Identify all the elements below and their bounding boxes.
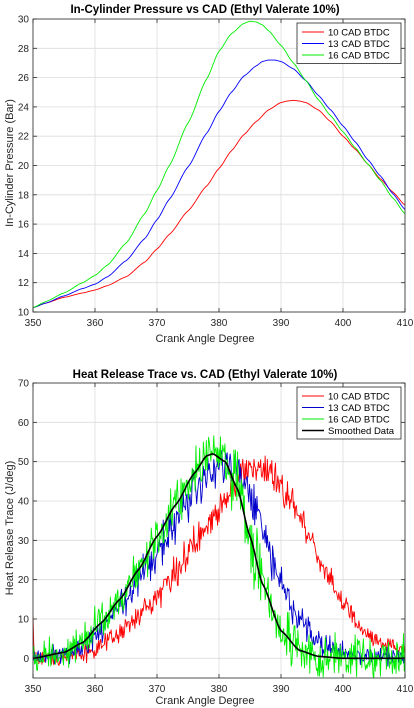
heat-release-legend-label: 10 CAD BTDC [328,391,390,402]
pressure-x-tick-label: 350 [25,318,42,329]
pressure-legend-label: 13 CAD BTDC [328,39,390,50]
pressure-legend-label: 16 CAD BTDC [328,50,390,61]
heat-release-x-tick-label: 360 [87,684,104,695]
pressure-x-tick-label: 400 [335,318,352,329]
pressure-legend-label: 10 CAD BTDC [328,27,390,38]
pressure-chart-xlabel: Crank Angle Degree [155,333,254,345]
heat-release-series-line [33,455,405,666]
pressure-y-tick-label: 30 [18,15,30,26]
heat-release-chart-xlabel: Crank Angle Degree [155,695,254,707]
pressure-y-tick-label: 12 [18,278,30,289]
heat-release-chart-title: Heat Release Trace vs. CAD (Ethyl Valera… [73,369,338,381]
pressure-y-tick-label: 10 [18,308,30,319]
pressure-series-line [33,99,405,309]
pressure-x-tick-label: 380 [211,318,228,329]
heat-release-y-tick-label: 0 [23,654,29,665]
heat-release-chart: Heat Release Trace vs. CAD (Ethyl Valera… [4,369,414,707]
pressure-series-line [33,59,405,309]
pressure-y-tick-label: 20 [18,161,30,172]
heat-release-x-tick-label: 370 [149,684,166,695]
pressure-series-line [33,20,405,309]
pressure-y-tick-label: 26 [18,73,30,84]
pressure-chart-title: In-Cylinder Pressure vs CAD (Ethyl Valer… [70,4,339,16]
heat-release-x-tick-label: 400 [335,684,352,695]
heat-release-y-tick-label: 70 [18,379,30,390]
pressure-chart: In-Cylinder Pressure vs CAD (Ethyl Valer… [4,4,414,345]
heat-release-legend-label: 13 CAD BTDC [328,403,390,414]
heat-release-chart-ylabel: Heat Release Trace (J/deg) [4,461,16,596]
pressure-x-tick-label: 410 [397,318,414,329]
pressure-y-tick-label: 16 [18,220,30,231]
heat-release-series-line [33,448,405,667]
heat-release-x-tick-label: 350 [25,684,42,695]
heat-release-y-tick-label: 30 [18,536,30,547]
heat-release-x-tick-label: 390 [273,684,290,695]
heat-release-y-tick-label: 40 [18,497,30,508]
pressure-x-tick-label: 360 [87,318,104,329]
heat-release-series-line [33,453,405,660]
heat-release-legend-label: 16 CAD BTDC [328,414,390,425]
heat-release-series-line [33,435,405,678]
pressure-y-tick-label: 18 [18,190,30,201]
pressure-y-tick-label: 22 [18,132,30,143]
pressure-y-tick-label: 24 [18,102,30,113]
heat-release-x-tick-label: 410 [397,684,414,695]
pressure-x-tick-label: 390 [273,318,290,329]
pressure-y-tick-label: 28 [18,44,30,55]
heat-release-y-tick-label: 10 [18,615,30,626]
heat-release-y-tick-label: 20 [18,575,30,586]
pressure-x-tick-label: 370 [149,318,166,329]
heat-release-y-tick-label: 50 [18,457,30,468]
pressure-chart-ylabel: In-Cylinder Pressure (Bar) [4,99,16,227]
pressure-y-tick-label: 14 [18,249,30,260]
heat-release-y-tick-label: 60 [18,418,30,429]
heat-release-legend-label: Smoothed Data [328,426,395,437]
heat-release-x-tick-label: 380 [211,684,228,695]
